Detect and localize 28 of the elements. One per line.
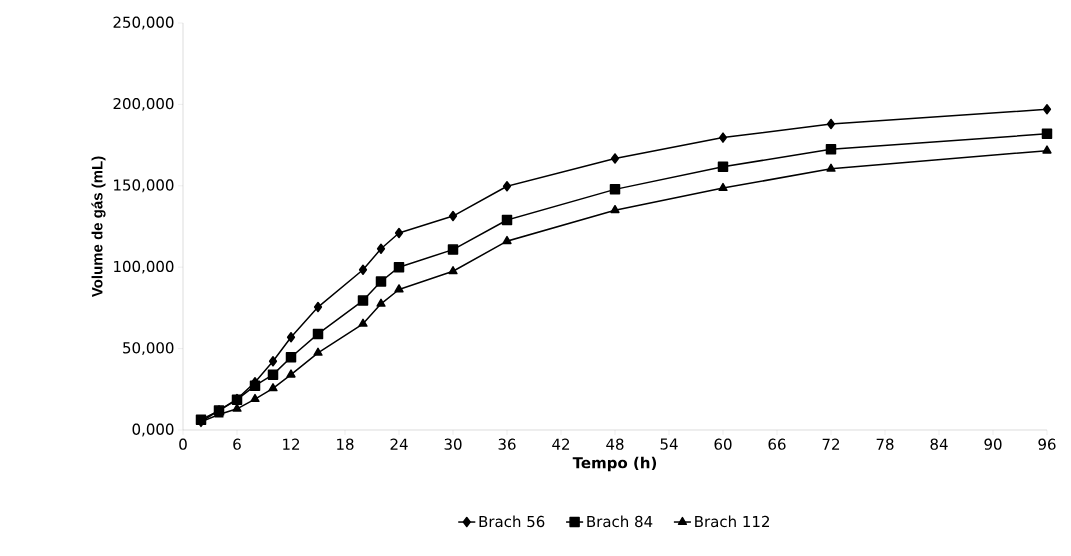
x-tick-label: 30	[444, 438, 462, 450]
legend-label: Brach 56	[479, 515, 545, 528]
y-tick-label: 150,000	[114, 179, 174, 193]
x-tick-label: 78	[876, 438, 894, 450]
x-tick-label: 48	[606, 438, 624, 450]
x-tick-label: 66	[768, 438, 786, 450]
x-tick-label: 42	[552, 438, 570, 450]
y-tick-label: 50,000	[123, 342, 174, 356]
x-tick-label: 96	[1038, 438, 1056, 450]
x-tick-label: 18	[337, 438, 354, 450]
x-tick-label: 60	[714, 438, 732, 450]
x-tick-label: 90	[984, 438, 1002, 450]
x-tick-label: 12	[283, 438, 300, 450]
y-tick-label: 100,000	[114, 260, 174, 274]
x-tick-label: 36	[498, 438, 516, 450]
x-tick-label: 72	[822, 438, 840, 450]
x-tick-label: 84	[930, 438, 948, 450]
y-tick-label: 0,000	[132, 423, 174, 437]
legend-label: Brach 84	[587, 515, 653, 528]
x-tick-label: 24	[390, 438, 408, 450]
x-tick-label: 6	[233, 438, 241, 450]
y-tick-label: 250,000	[113, 16, 174, 30]
x-axis-title: Tempo (h)	[572, 456, 657, 472]
x-tick-label: 0	[179, 438, 187, 450]
legend-label: Brach 112	[695, 515, 769, 528]
y-axis-title: Volume de gás (mL)	[91, 156, 106, 298]
x-tick-label: 54	[660, 438, 678, 450]
y-tick-label: 200,000	[113, 97, 174, 111]
